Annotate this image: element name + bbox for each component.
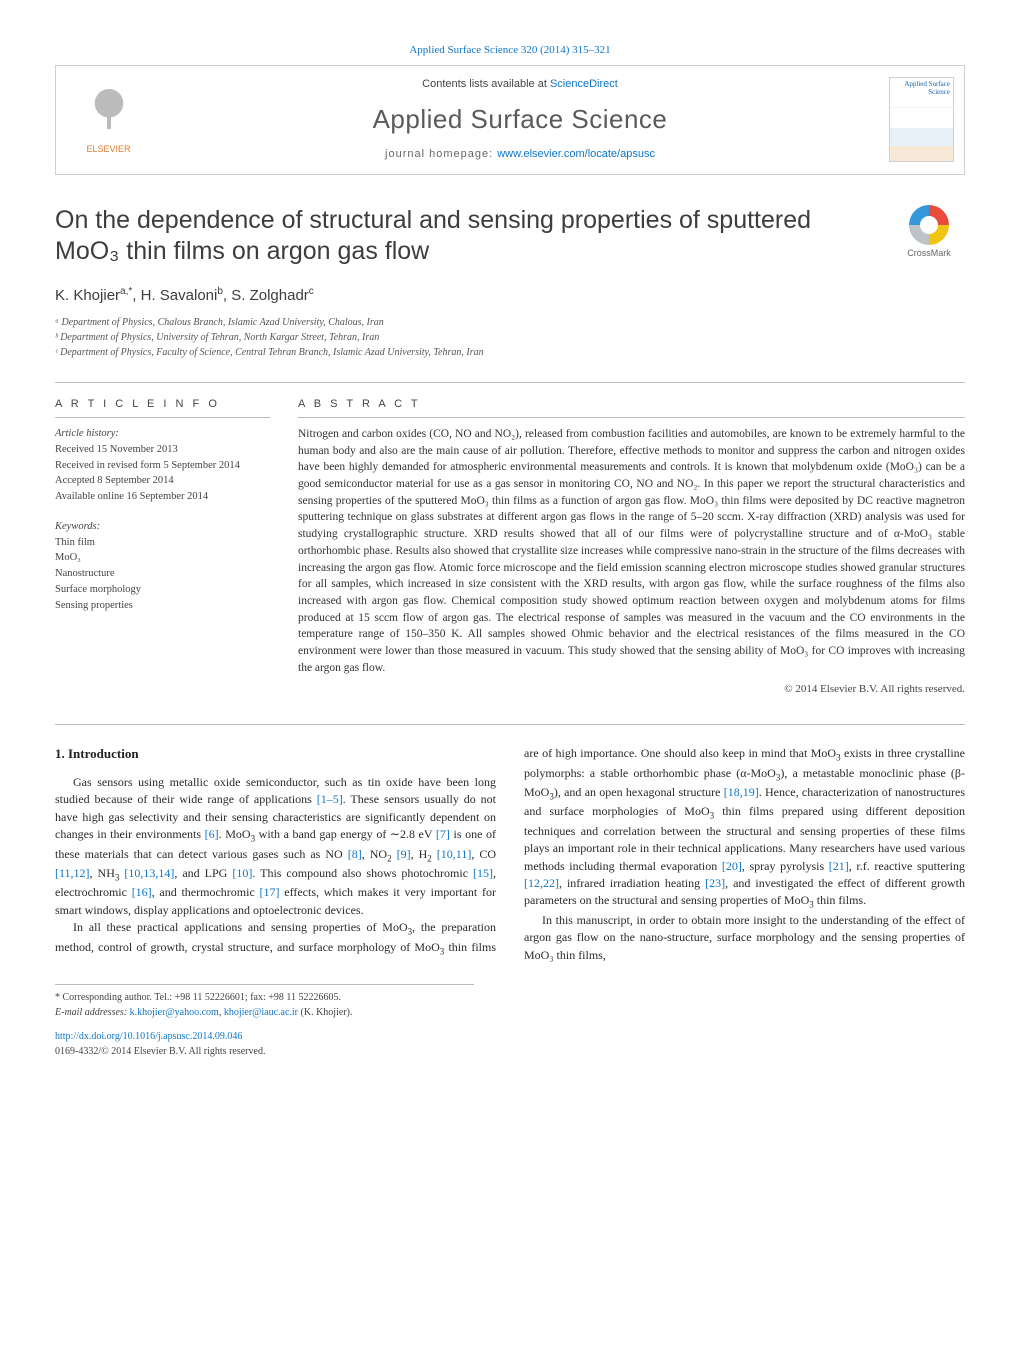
affiliation-a: ᵃ Department of Physics, Chalous Branch,… — [55, 315, 965, 330]
keyword: Thin film — [55, 535, 270, 551]
email-link-2[interactable]: khojier@iauc.ac.ir — [224, 1007, 298, 1018]
crossmark-icon — [909, 205, 949, 245]
abstract-text: Nitrogen and carbon oxides (CO, NO and N… — [298, 426, 965, 676]
cover-title-text: Applied Surface Science — [890, 81, 950, 96]
history-line: Available online 16 September 2014 — [55, 489, 270, 505]
author-3[interactable]: S. Zolghadr — [231, 287, 309, 304]
issn-copyright: 0169-4332/© 2014 Elsevier B.V. All right… — [55, 1045, 965, 1060]
abstract-heading: A B S T R A C T — [298, 397, 965, 418]
affiliation-b: ᵇ Department of Physics, University of T… — [55, 330, 965, 345]
homepage-prefix: journal homepage: — [385, 148, 497, 160]
authors-line: K. Khojiera,*, H. Savalonib, S. Zolghadr… — [55, 285, 965, 307]
ref-link[interactable]: [10,13,14] — [124, 866, 174, 880]
keyword: Nanostructure — [55, 566, 270, 582]
ref-link[interactable]: [11,12] — [55, 866, 90, 880]
sciencedirect-link[interactable]: ScienceDirect — [550, 78, 618, 90]
crossmark-label: CrossMark — [907, 248, 951, 258]
article-history: Article history: Received 15 November 20… — [55, 426, 270, 505]
elsevier-label: ELSEVIER — [86, 143, 130, 156]
contents-prefix: Contents lists available at — [422, 78, 550, 90]
homepage-line: journal homepage: www.elsevier.com/locat… — [385, 147, 655, 163]
section-1-heading: 1. Introduction — [55, 745, 496, 764]
history-line: Accepted 8 September 2014 — [55, 473, 270, 489]
top-journal-ref: Applied Surface Science 320 (2014) 315–3… — [55, 40, 965, 59]
abstract-copyright: © 2014 Elsevier B.V. All rights reserved… — [298, 682, 965, 698]
journal-reference-text: Applied Surface Science 320 (2014) 315–3… — [409, 44, 610, 56]
contents-line: Contents lists available at ScienceDirec… — [422, 77, 618, 93]
keywords-label: Keywords: — [55, 519, 270, 535]
cover-image-icon: Applied Surface Science — [889, 77, 954, 162]
history-line: Received 15 November 2013 — [55, 442, 270, 458]
ref-link[interactable]: [8] — [348, 847, 362, 861]
homepage-link[interactable]: www.elsevier.com/locate/apsusc — [497, 148, 655, 160]
journal-name: Applied Surface Science — [373, 101, 668, 139]
email-label: E-mail addresses: — [55, 1007, 130, 1018]
intro-para-3: In this manuscript, in order to obtain m… — [524, 912, 965, 964]
ref-link[interactable]: [10] — [232, 866, 252, 880]
author-2[interactable]: H. Savaloni — [141, 287, 218, 304]
meta-abstract-row: A R T I C L E I N F O Article history: R… — [55, 382, 965, 698]
title-row: On the dependence of structural and sens… — [55, 205, 965, 268]
elsevier-tree-icon — [79, 84, 139, 139]
ref-link[interactable]: [1–5] — [317, 792, 343, 806]
email-link-1[interactable]: k.khojier@yahoo.com — [130, 1007, 219, 1018]
author-1-sup: a,* — [120, 286, 132, 297]
corresponding-line: * Corresponding author. Tel.: +98 11 522… — [55, 991, 474, 1006]
body-two-columns: 1. Introduction Gas sensors using metall… — [55, 745, 965, 964]
email-line: E-mail addresses: k.khojier@yahoo.com, k… — [55, 1006, 474, 1021]
journal-cover-thumbnail[interactable]: Applied Surface Science — [879, 66, 964, 174]
section-separator — [55, 724, 965, 725]
intro-para-1: Gas sensors using metallic oxide semicon… — [55, 774, 496, 919]
keyword: MoO₃ — [55, 550, 270, 566]
ref-link[interactable]: [15] — [473, 866, 493, 880]
ref-link[interactable]: [12,22] — [524, 876, 559, 890]
keywords-block: Keywords: Thin film MoO₃ Nanostructure S… — [55, 519, 270, 614]
ref-link[interactable]: [18,19] — [724, 785, 759, 799]
ref-link[interactable]: [6] — [205, 827, 219, 841]
article-title: On the dependence of structural and sens… — [55, 205, 875, 268]
keyword: Sensing properties — [55, 598, 270, 614]
history-label: Article history: — [55, 426, 270, 442]
elsevier-logo[interactable]: ELSEVIER — [56, 66, 161, 174]
ref-link[interactable]: [17] — [260, 885, 280, 899]
ref-link[interactable]: [21] — [829, 859, 849, 873]
ref-link[interactable]: [10,11] — [437, 847, 472, 861]
ref-link[interactable]: [20] — [722, 859, 742, 873]
affiliations: ᵃ Department of Physics, Chalous Branch,… — [55, 315, 965, 360]
doi-link[interactable]: http://dx.doi.org/10.1016/j.apsusc.2014.… — [55, 1031, 242, 1042]
crossmark-badge[interactable]: CrossMark — [893, 205, 965, 260]
author-3-sup: c — [309, 286, 314, 297]
email-suffix: (K. Khojier). — [298, 1007, 352, 1018]
history-line: Received in revised form 5 September 201… — [55, 458, 270, 474]
corresponding-author-footnote: * Corresponding author. Tel.: +98 11 522… — [55, 984, 474, 1020]
author-1[interactable]: K. Khojier — [55, 287, 120, 304]
ref-link[interactable]: [7] — [436, 827, 450, 841]
keyword: Surface morphology — [55, 582, 270, 598]
affiliation-c: ᶜ Department of Physics, Faculty of Scie… — [55, 345, 965, 360]
ref-link[interactable]: [23] — [705, 876, 725, 890]
article-info-column: A R T I C L E I N F O Article history: R… — [55, 397, 270, 698]
header-center: Contents lists available at ScienceDirec… — [161, 66, 879, 174]
journal-header-box: ELSEVIER Contents lists available at Sci… — [55, 65, 965, 175]
ref-link[interactable]: [9] — [397, 847, 411, 861]
article-info-heading: A R T I C L E I N F O — [55, 397, 270, 418]
ref-link[interactable]: [16] — [132, 885, 152, 899]
doi-block: http://dx.doi.org/10.1016/j.apsusc.2014.… — [55, 1030, 965, 1059]
author-2-sup: b — [217, 286, 223, 297]
abstract-column: A B S T R A C T Nitrogen and carbon oxid… — [298, 397, 965, 698]
